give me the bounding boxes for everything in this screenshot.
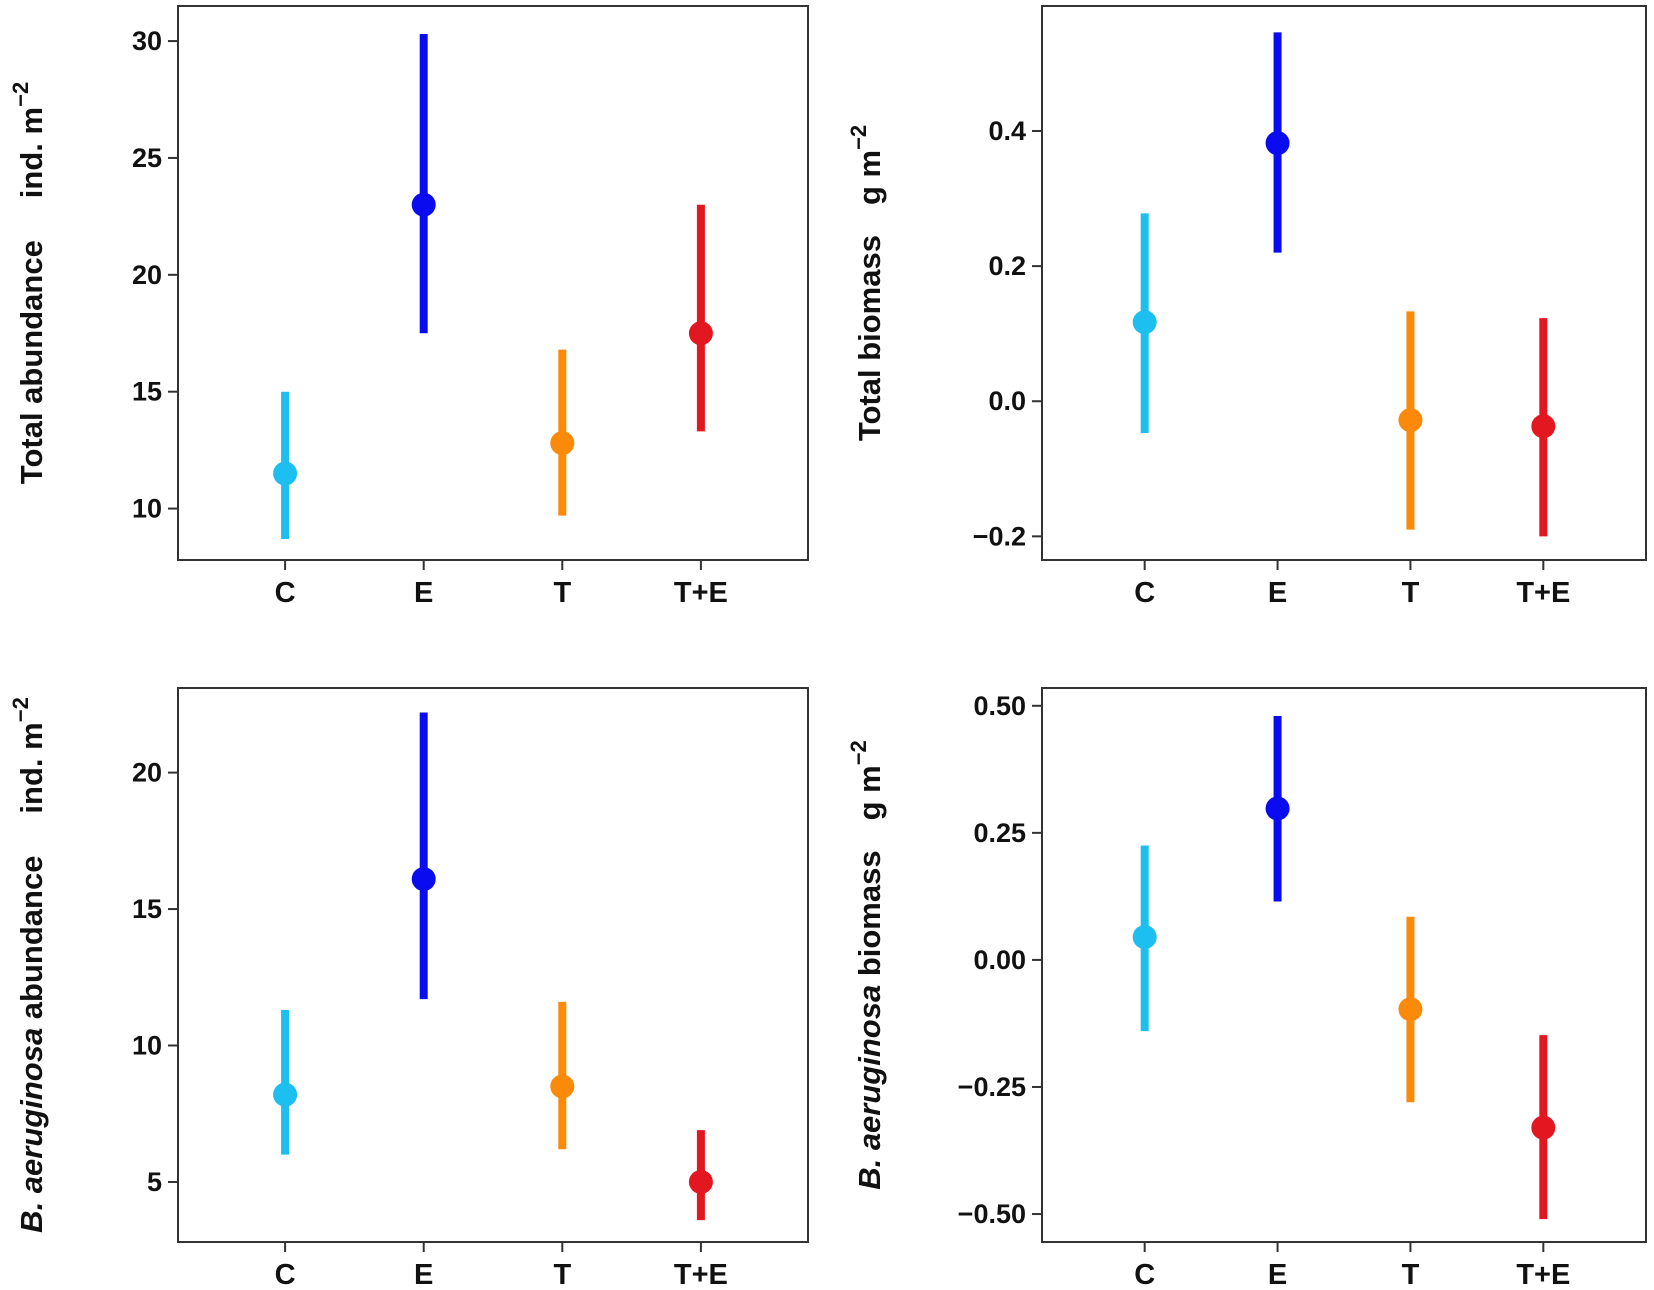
y-tick-label: 20	[132, 260, 162, 290]
y-tick-label: 0.25	[973, 818, 1026, 848]
panel-b-aeruginosa-abundance: 5 10 15 20 C E T T+E B. aeruginosa abundancein…	[8, 687, 809, 1290]
data-marks	[273, 712, 713, 1221]
y-tick-label: 30	[132, 26, 162, 56]
y-tick-label: 0.00	[973, 945, 1026, 975]
x-tick-label: C	[275, 1259, 296, 1290]
point-c	[1132, 310, 1157, 335]
x-tick-label: E	[414, 1259, 433, 1290]
point-t-plus-e	[688, 321, 713, 346]
y-tick-label: 10	[132, 494, 162, 524]
y-tick-label: 25	[132, 143, 162, 173]
y-ticks: −0.2 0.0 0.2 0.4	[973, 116, 1042, 551]
x-tick-label: T	[1402, 1259, 1420, 1290]
point-t	[1398, 408, 1423, 433]
data-marks	[1132, 715, 1556, 1220]
x-ticks: C E T T+E	[1134, 560, 1570, 609]
y-axis-label: Total biomassg m−2	[846, 125, 887, 441]
point-e	[1265, 131, 1290, 156]
y-tick-label: −0.25	[958, 1072, 1026, 1102]
panel-b-aeruginosa-biomass: −0.50 −0.25 0.00 0.25 0.50 C E T T+E B. aerugin…	[846, 687, 1647, 1290]
point-t-plus-e	[688, 1169, 713, 1194]
plot-frame	[1041, 5, 1647, 561]
y-tick-label: 0.4	[988, 116, 1026, 146]
y-tick-label: 10	[132, 1031, 162, 1061]
y-tick-label: −0.2	[973, 521, 1026, 551]
plot-frame	[1041, 687, 1647, 1243]
point-t	[550, 1074, 575, 1099]
y-ticks: 10 15 20 25 30	[132, 26, 178, 524]
y-tick-label: 15	[132, 377, 162, 407]
x-ticks: C E T T+E	[275, 560, 728, 609]
x-tick-label: T+E	[1516, 1259, 1570, 1290]
y-tick-label: 0.0	[988, 386, 1026, 416]
x-tick-label: T	[553, 577, 571, 609]
x-tick-label: T	[553, 1259, 571, 1290]
y-axis-label: B. aeruginosa biomassg m−2	[846, 740, 887, 1190]
point-e	[1265, 796, 1290, 821]
panel-total-biomass: −0.2 0.0 0.2 0.4 C E T T+E Total biomassg m−2	[846, 5, 1647, 609]
x-tick-label: T+E	[674, 1259, 728, 1290]
x-tick-label: T+E	[1516, 577, 1570, 609]
y-axis-label: Total abundanceind. m−2	[8, 82, 49, 484]
y-ticks: −0.50 −0.25 0.00 0.25 0.50	[958, 691, 1042, 1229]
y-tick-label: 5	[147, 1167, 162, 1197]
x-ticks: C E T T+E	[1134, 1242, 1570, 1290]
x-ticks: C E T T+E	[275, 1242, 728, 1290]
y-axis-label: B. aeruginosa abundanceind. m−2	[8, 697, 49, 1233]
y-tick-label: 0.2	[988, 251, 1026, 281]
y-tick-label: 0.50	[973, 691, 1026, 721]
x-tick-label: C	[1134, 577, 1155, 609]
point-c	[273, 461, 298, 486]
x-tick-label: E	[1268, 1259, 1287, 1290]
point-t-plus-e	[1531, 1115, 1556, 1140]
point-t-plus-e	[1531, 414, 1556, 439]
y-tick-label: 15	[132, 894, 162, 924]
data-marks	[1132, 32, 1556, 537]
x-tick-label: C	[275, 577, 296, 609]
point-e	[411, 192, 436, 217]
point-t	[1398, 997, 1423, 1022]
x-tick-label: E	[414, 577, 433, 609]
point-c	[273, 1082, 298, 1107]
plot-frame	[177, 5, 809, 561]
panel-total-abundance: 10 15 20 25 30 C E T T+E Total abundanceind. m−…	[8, 5, 809, 609]
point-c	[1132, 925, 1157, 950]
y-tick-label: 20	[132, 758, 162, 788]
point-t	[550, 431, 575, 456]
y-ticks: 5 10 15 20	[132, 758, 178, 1197]
x-tick-label: T	[1402, 577, 1420, 609]
y-tick-label: −0.50	[958, 1199, 1026, 1229]
x-tick-label: C	[1134, 1259, 1155, 1290]
x-tick-label: T+E	[674, 577, 728, 609]
plot-frame	[177, 687, 809, 1243]
x-tick-label: E	[1268, 577, 1287, 609]
point-e	[411, 867, 436, 892]
data-marks	[273, 34, 713, 539]
